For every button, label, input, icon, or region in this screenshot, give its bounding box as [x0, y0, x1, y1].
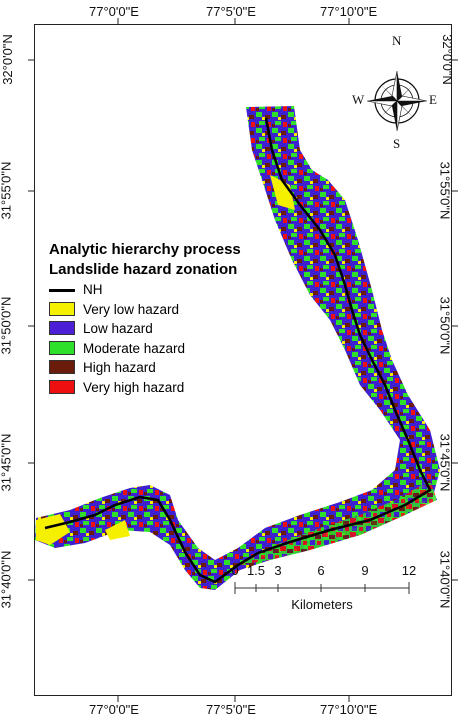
- legend-row-nh: NH: [49, 280, 241, 300]
- scale-tick-0: 0: [231, 563, 239, 578]
- legend: Analytic hierarchy process Landslide haz…: [49, 240, 241, 397]
- bottom-lon-label-1: 77°0'0"E: [89, 702, 139, 717]
- swatch-low: [49, 321, 75, 335]
- west-label: W: [352, 92, 365, 107]
- legend-row-low: Low hazard: [49, 319, 241, 339]
- scale-unit: Kilometers: [291, 597, 353, 612]
- scale-tick-3: 6: [317, 563, 325, 578]
- very-low-patch: [105, 520, 130, 540]
- east-label: E: [429, 92, 437, 107]
- top-lon-label-3: 77°10'0"E: [320, 4, 378, 19]
- legend-label-nh: NH: [83, 282, 103, 297]
- swatch-moderate: [49, 340, 75, 355]
- swatch-high: [49, 360, 75, 374]
- north-label: N: [392, 33, 402, 48]
- hazard-zone: [35, 106, 440, 590]
- legend-label-very-high: Very high hazard: [83, 379, 185, 395]
- scale-tick-4: 9: [361, 563, 369, 578]
- high-hazard-band: [240, 480, 437, 565]
- frame-ticks: [28, 18, 458, 702]
- scale-tick-5: 12: [401, 563, 417, 578]
- legend-title-1: Analytic hierarchy process: [49, 241, 241, 258]
- scale-bar: [234, 582, 410, 594]
- legend-row-high: High hazard: [49, 358, 241, 378]
- compass-rose-icon: [366, 70, 428, 132]
- legend-label-high: High hazard: [83, 360, 156, 375]
- south-label: S: [393, 136, 401, 151]
- legend-title-2: Landslide hazard zonation: [49, 261, 238, 278]
- swatch-very-high: [49, 379, 75, 394]
- bottom-lon-label-3: 77°10'0"E: [320, 702, 378, 717]
- legend-label-very-low: Very low hazard: [83, 301, 180, 317]
- top-lon-label-2: 77°5'0"E: [206, 4, 256, 19]
- nh-road: [44, 117, 432, 584]
- nh-line-swatch: [49, 289, 75, 292]
- very-low-patch: [270, 175, 295, 210]
- very-low-patch: [36, 514, 70, 545]
- scale-tick-2: 3: [274, 563, 282, 578]
- top-lon-label-1: 77°0'0"E: [89, 4, 139, 19]
- bottom-lon-label-2: 77°5'0"E: [206, 702, 256, 717]
- legend-row-very-high: Very high hazard: [49, 378, 241, 398]
- legend-row-moderate: Moderate hazard: [49, 339, 241, 359]
- swatch-very-low: [49, 301, 75, 316]
- legend-label-low: Low hazard: [83, 321, 153, 336]
- scale-tick-1: 1.5: [246, 563, 266, 578]
- legend-label-moderate: Moderate hazard: [83, 340, 186, 356]
- legend-row-very-low: Very low hazard: [49, 300, 241, 320]
